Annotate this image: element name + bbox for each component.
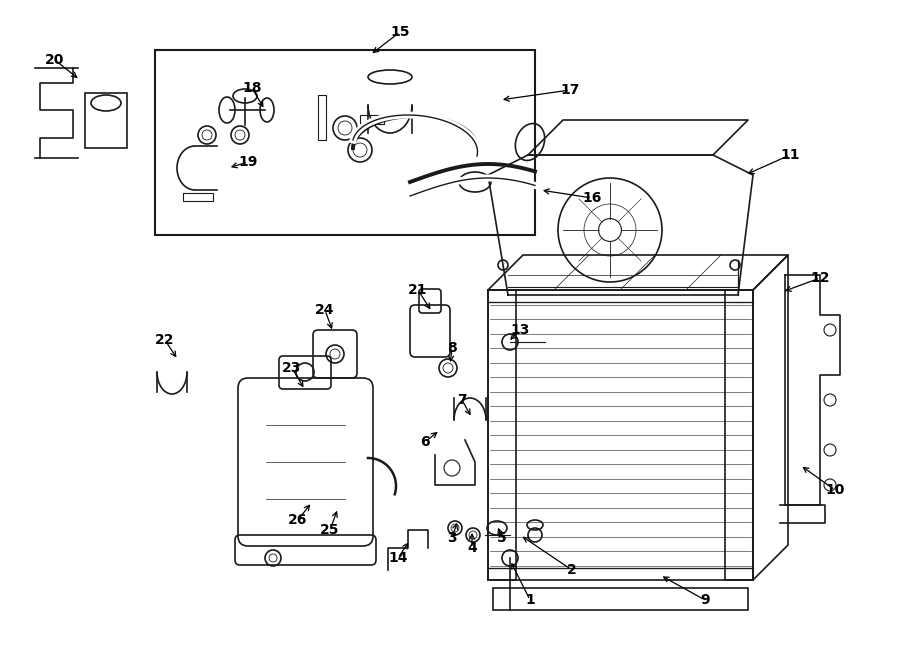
Text: 5: 5 — [497, 531, 507, 545]
Text: 4: 4 — [467, 541, 477, 555]
Bar — [183, 193, 213, 201]
Text: 20: 20 — [45, 53, 65, 67]
Bar — [155, 50, 535, 235]
Text: 2: 2 — [567, 563, 577, 577]
Bar — [488, 290, 516, 580]
Bar — [360, 115, 384, 124]
Text: 19: 19 — [238, 155, 257, 169]
Text: 26: 26 — [288, 513, 308, 527]
Text: 9: 9 — [700, 593, 710, 607]
Text: 14: 14 — [388, 551, 408, 565]
Text: 10: 10 — [825, 483, 845, 497]
Text: 21: 21 — [409, 283, 428, 297]
Bar — [488, 290, 753, 580]
Text: 24: 24 — [315, 303, 335, 317]
Bar — [318, 95, 326, 140]
Text: 13: 13 — [510, 323, 530, 337]
Text: 7: 7 — [457, 393, 467, 407]
Text: 25: 25 — [320, 523, 340, 537]
Text: 18: 18 — [242, 81, 262, 95]
Bar — [725, 290, 753, 580]
Text: 16: 16 — [582, 191, 602, 205]
Text: 15: 15 — [391, 25, 410, 39]
Bar — [493, 588, 748, 610]
Text: 1: 1 — [525, 593, 535, 607]
Text: 6: 6 — [420, 435, 430, 449]
Text: 22: 22 — [155, 333, 175, 347]
Text: 23: 23 — [283, 361, 302, 375]
Bar — [85, 93, 127, 148]
Text: 3: 3 — [447, 531, 457, 545]
Text: 11: 11 — [780, 148, 800, 162]
Text: 12: 12 — [810, 271, 830, 285]
Text: 8: 8 — [447, 341, 457, 355]
Text: 17: 17 — [561, 83, 580, 97]
